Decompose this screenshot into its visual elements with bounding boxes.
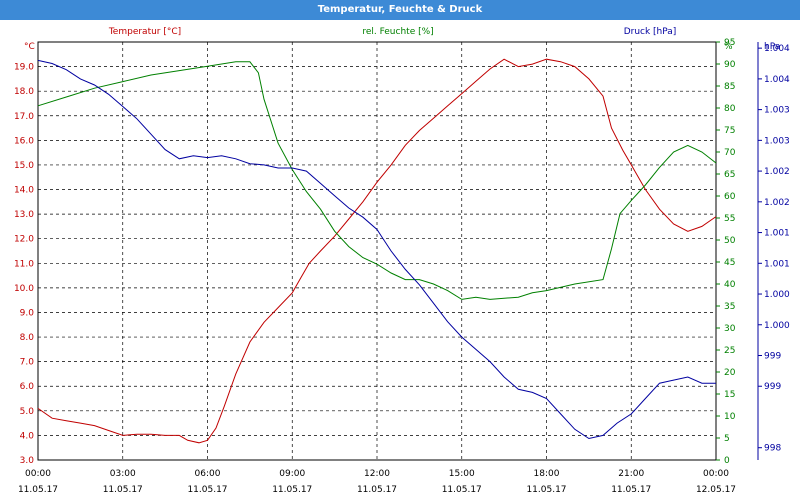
temperature-tick-label: 11.0 (14, 259, 34, 269)
humidity-tick-label: 70 (724, 148, 736, 158)
pressure-tick-label: 998 (764, 444, 781, 454)
humidity-tick-label: 20 (724, 368, 736, 378)
humidity-tick-label: 45 (724, 258, 735, 268)
humidity-tick-label: 85 (724, 82, 735, 92)
plot-frame (37, 41, 717, 461)
pressure-tick-label: 999 (764, 352, 781, 362)
temperature-tick-label: 15.0 (14, 161, 34, 171)
x-tick-date: 11.05.17 (611, 485, 651, 495)
x-tick-time: 12:00 (364, 469, 390, 479)
temperature-tick-label: 8.0 (20, 333, 35, 343)
x-tick-time: 18:00 (534, 469, 560, 479)
x-tick-date: 12.05.17 (696, 485, 736, 495)
temperature-tick-label: 13.0 (14, 210, 34, 220)
humidity-tick-label: 90 (724, 60, 736, 70)
temperature-tick-label: 6.0 (20, 382, 35, 392)
chart-title: Temperatur, Feuchte & Druck (0, 0, 800, 20)
humidity-axis-label: rel. Feuchte [%] (362, 27, 433, 37)
tick-labels: 3.0 4.0 5.0 6.0 7.0 8.0 9.0 10.0 11.0 12.0 13.0 14.… (14, 38, 790, 495)
temperature-tick-label: 16.0 (14, 136, 34, 146)
pressure-tick-label: 1.002 (764, 198, 790, 208)
temperature-tick-label: 19.0 (14, 63, 34, 73)
temperature-tick-label: 9.0 (20, 308, 35, 318)
pressure-series-line (37, 59, 716, 440)
humidity-tick-label: 15 (724, 390, 735, 400)
humidity-series-line (37, 61, 717, 300)
temperature-tick-label: 18.0 (14, 87, 34, 97)
x-tick-time: 15:00 (449, 469, 475, 479)
pressure-tick-label: 1.004 (764, 44, 790, 54)
pressure-axis-label: Druck [hPa] (624, 27, 677, 37)
pressure-tick-label: 1.000 (764, 321, 790, 331)
pressure-tick-label: 1.000 (764, 290, 790, 300)
pressure-tick-label: 1.003 (764, 106, 790, 116)
pressure-tick-label: 999 (764, 382, 781, 392)
temperature-unit-label: °C (24, 42, 35, 52)
grid-lines (37, 42, 717, 461)
pressure-tick-label: 1.001 (764, 229, 790, 239)
humidity-tick-label: 75 (724, 126, 735, 136)
temperature-axis-label: Temperatur [°C] (108, 27, 181, 37)
temperature-tick-label: 3.0 (20, 456, 35, 466)
humidity-unit-label: % (724, 42, 733, 52)
temperature-tick-label: 10.0 (14, 284, 34, 294)
x-tick-date: 11.05.17 (357, 485, 397, 495)
humidity-tick-label: 10 (724, 412, 736, 422)
temperature-tick-label: 17.0 (14, 112, 34, 122)
temperature-series-line (37, 58, 717, 444)
pressure-unit-label: hPa (764, 42, 780, 52)
x-tick-date: 11.05.17 (187, 485, 227, 495)
humidity-tick-label: 25 (724, 346, 735, 356)
x-tick-date: 11.05.17 (272, 485, 312, 495)
series-layer (37, 58, 717, 444)
pressure-tick-label: 1.002 (764, 167, 790, 177)
humidity-tick-label: 0 (724, 456, 730, 466)
temperature-tick-label: 5.0 (20, 407, 35, 417)
humidity-tick-label: 40 (724, 280, 736, 290)
pressure-tick-label: 1.003 (764, 136, 790, 146)
humidity-tick-label: 35 (724, 302, 735, 312)
x-tick-time: 06:00 (195, 469, 221, 479)
humidity-tick-label: 5 (724, 434, 730, 444)
x-tick-date: 11.05.17 (18, 485, 58, 495)
x-tick-date: 11.05.17 (526, 485, 566, 495)
humidity-tick-label: 60 (724, 192, 736, 202)
pressure-tick-label: 1.004 (764, 75, 790, 85)
temperature-tick-label: 12.0 (14, 235, 34, 245)
temperature-tick-label: 4.0 (20, 431, 35, 441)
x-tick-date: 11.05.17 (103, 485, 143, 495)
temperature-tick-label: 7.0 (20, 358, 35, 368)
humidity-tick-label: 50 (724, 236, 736, 246)
x-tick-time: 00:00 (25, 469, 51, 479)
temperature-tick-label: 14.0 (14, 186, 34, 196)
humidity-tick-label: 95 (724, 38, 735, 48)
x-tick-time: 03:00 (110, 469, 136, 479)
humidity-tick-label: 80 (724, 104, 736, 114)
humidity-tick-label: 30 (724, 324, 736, 334)
x-tick-time: 09:00 (279, 469, 305, 479)
x-tick-date: 11.05.17 (442, 485, 482, 495)
x-tick-time: 21:00 (618, 469, 644, 479)
x-tick-time: 00:00 (703, 469, 729, 479)
pressure-tick-label: 1.001 (764, 259, 790, 269)
humidity-tick-label: 65 (724, 170, 735, 180)
humidity-tick-label: 55 (724, 214, 735, 224)
